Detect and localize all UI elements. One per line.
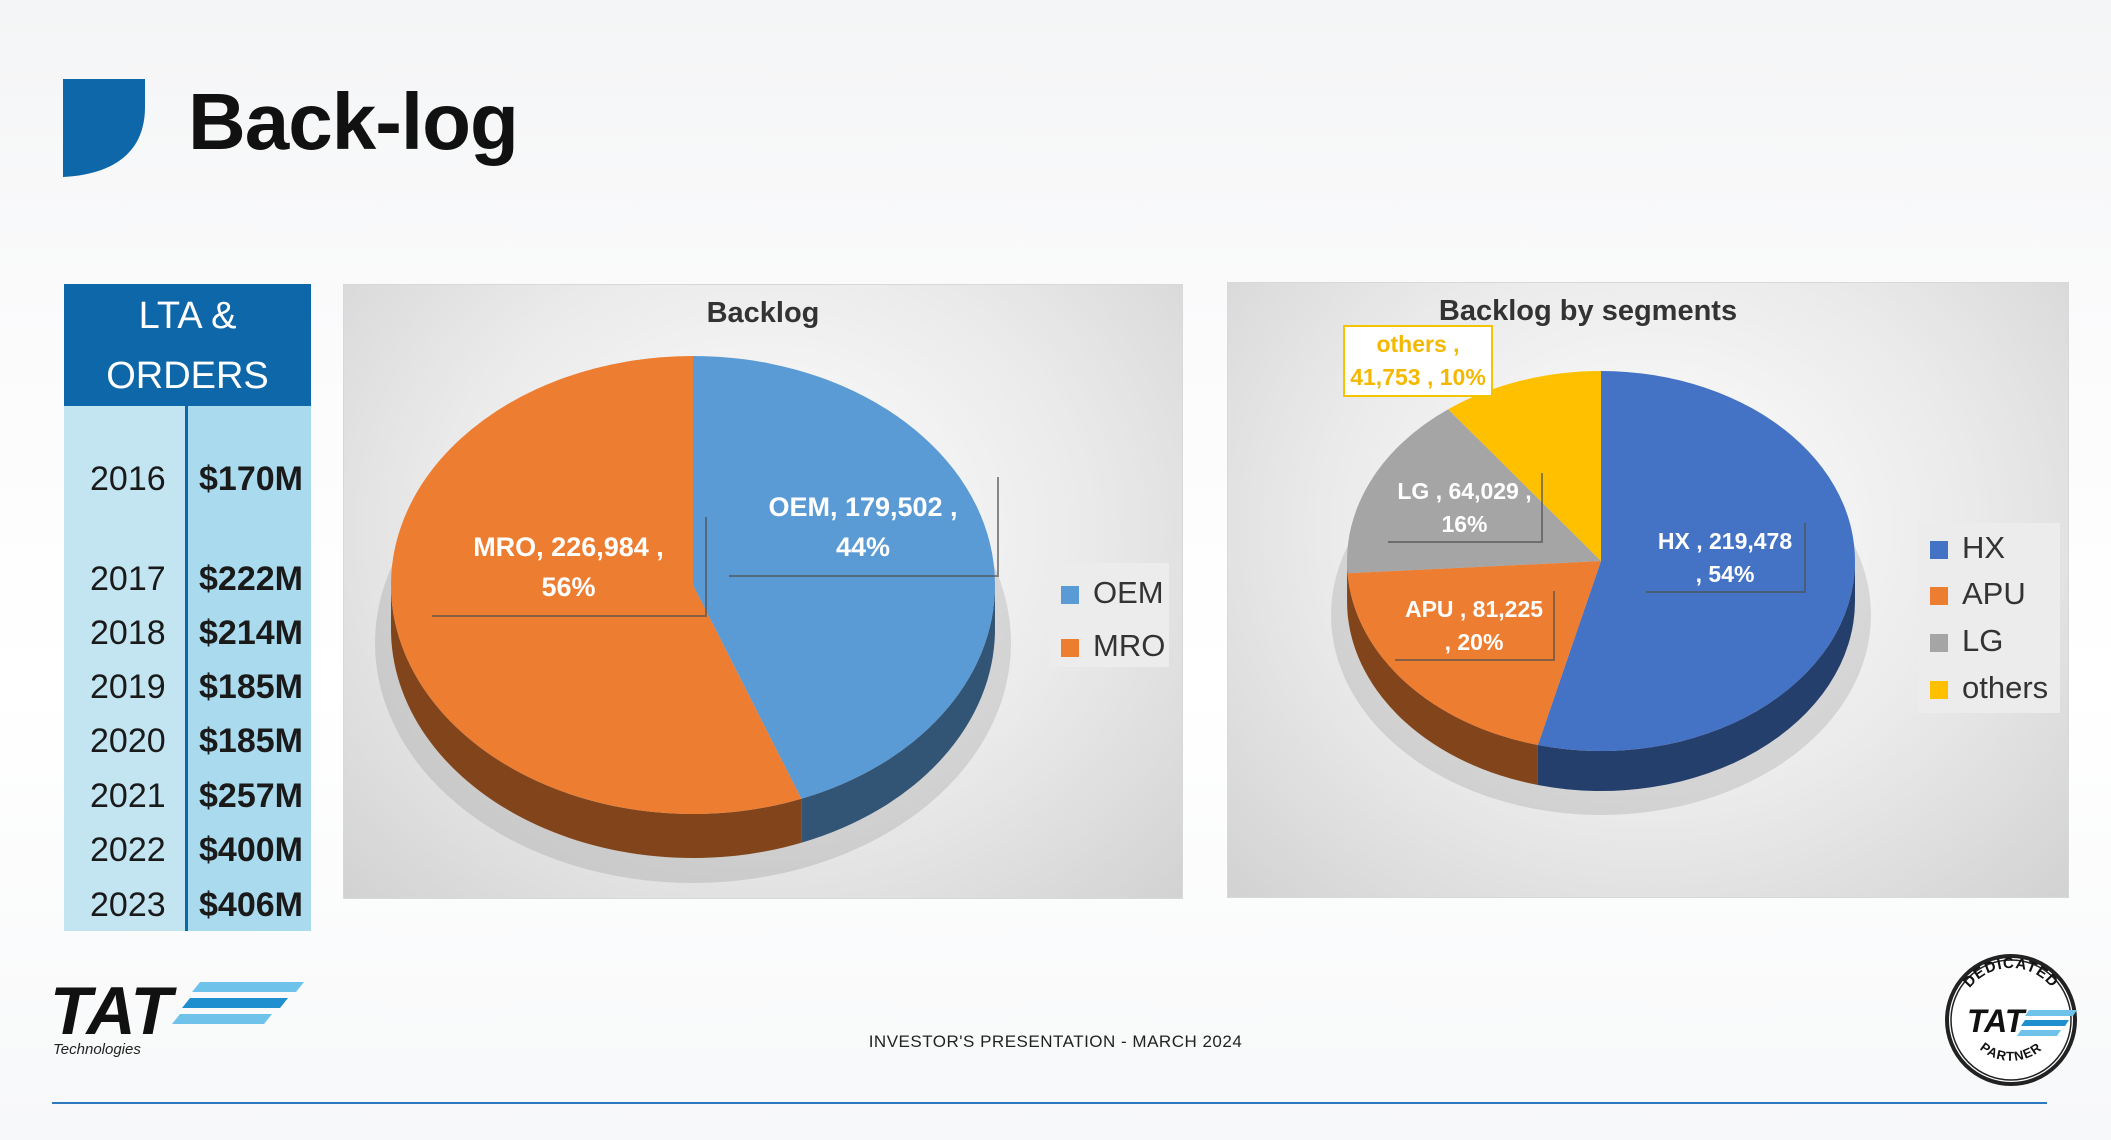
row-year: 2022: [90, 831, 166, 869]
legend-swatch: [1930, 541, 1948, 559]
row-value: $170M: [199, 460, 303, 498]
row-value: $400M: [199, 831, 303, 869]
data-label-lg: LG , 64,029 , 16%: [1388, 473, 1543, 543]
data-label-lg-line2: 16%: [1441, 511, 1488, 537]
legend-label: others: [1962, 670, 2049, 705]
row-value: $406M: [199, 886, 303, 924]
column-divider: [185, 406, 188, 931]
chart-title: Backlog: [706, 297, 820, 329]
table-row: 2021 $257M: [64, 771, 311, 821]
pie-side-hx: [1537, 561, 1855, 791]
logo-stripes-icon: [172, 982, 304, 1024]
legend-swatch: [1930, 681, 1948, 699]
pie-side-oem: [801, 585, 995, 843]
chart-legend: OEM MRO: [1049, 563, 1169, 667]
data-label-mro-line2: 56%: [541, 572, 596, 602]
legend-swatch: [1930, 587, 1948, 605]
row-value: $185M: [199, 722, 303, 760]
legend-label: LG: [1962, 623, 2004, 658]
page-title: Back-log: [188, 77, 519, 166]
pie-slice-apu: [1347, 561, 1601, 746]
badge-mid-text: TAT: [1967, 1003, 2027, 1039]
data-label-hx: HX , 219,478 , 54%: [1646, 523, 1806, 593]
row-value: $214M: [199, 614, 303, 652]
footer-divider: [52, 1102, 2047, 1104]
row-year: 2023: [90, 886, 166, 924]
table-row: 2019 $185M: [64, 662, 311, 712]
table-row: 2016 $170M: [64, 454, 311, 504]
table-row: 2023 $406M: [64, 880, 311, 930]
pie-side-lg: [1347, 561, 1348, 614]
value-column-bg: [188, 406, 311, 931]
footer-caption: INVESTOR'S PRESENTATION - MARCH 2024: [868, 1032, 1243, 1051]
table-header-line-1: LTA &: [138, 295, 237, 337]
data-label-others-line2: 41,753 , 10%: [1350, 364, 1486, 390]
backlog-pie: [375, 356, 1011, 883]
legend-swatch: [1930, 634, 1948, 652]
pie-slice-mro: [390, 356, 802, 815]
tat-logo: TAT: [50, 976, 304, 1049]
table-row: 2022 $400M: [64, 825, 311, 875]
pie-slice-oem: [693, 356, 995, 799]
table-header-line-2: ORDERS: [106, 355, 269, 397]
logo-text: TAT: [50, 976, 178, 1049]
table-row: 2020 $185M: [64, 716, 311, 766]
legend-label: MRO: [1093, 628, 1166, 663]
legend-swatch: [1061, 639, 1079, 657]
data-label-others: others , 41,753 , 10%: [1343, 325, 1493, 397]
data-label-lg-line1: LG , 64,029 ,: [1397, 478, 1532, 504]
pie-side-apu: [1347, 573, 1538, 786]
legend-label: APU: [1962, 576, 2026, 611]
data-label-hx-line2: , 54%: [1695, 561, 1755, 587]
dedicated-partner-badge-icon: DEDICATED PARTNER TAT: [1945, 954, 2077, 1086]
legend-label: HX: [1962, 530, 2006, 565]
data-label-hx-line1: HX , 219,478: [1657, 528, 1793, 554]
row-year: 2021: [90, 777, 166, 815]
row-year: 2020: [90, 722, 166, 760]
pie-slice-others: [1448, 371, 1601, 561]
data-label-mro-line1: MRO, 226,984 ,: [473, 532, 664, 562]
lta-orders-table: LTA & ORDERS 2016 $170M 2017 $222M 2018 …: [64, 284, 311, 931]
pie-slice-lg: [1347, 409, 1601, 574]
table-row: 2018 $214M: [64, 608, 311, 658]
chart-legend: HX APU LG others: [1918, 523, 2060, 713]
row-value: $257M: [199, 777, 303, 815]
pie-slice-hx: [1537, 371, 1855, 751]
logo-subtitle: Technologies: [53, 1041, 141, 1058]
data-label-oem-line1: OEM, 179,502 ,: [768, 492, 958, 522]
chart-title: Backlog by segments: [1438, 295, 1738, 327]
segments-chart-panel: Backlog by segments HX , 219,478 , 54% A…: [1227, 282, 2069, 898]
row-year: 2018: [90, 614, 166, 652]
legend-swatch: [1061, 586, 1079, 604]
row-year: 2016: [90, 460, 166, 498]
data-label-others-line1: others ,: [1376, 331, 1460, 357]
table-header: LTA & ORDERS: [64, 284, 311, 406]
row-year: 2019: [90, 668, 166, 706]
data-label-mro: MRO, 226,984 , 56%: [432, 517, 707, 617]
data-label-apu-line2: , 20%: [1444, 629, 1504, 655]
data-label-oem: OEM, 179,502 , 44%: [729, 477, 999, 577]
backlog-chart-panel: Backlog OEM, 179,502 , 44% MRO, 226,984 …: [343, 284, 1183, 899]
segments-pie: [1331, 371, 1871, 815]
data-label-oem-line2: 44%: [835, 532, 891, 562]
row-value: $185M: [199, 668, 303, 706]
data-label-apu-line1: APU , 81,225: [1404, 596, 1544, 622]
pie-side-mro: [391, 585, 802, 858]
table-row: 2017 $222M: [64, 554, 311, 604]
data-label-apu: APU , 81,225 , 20%: [1395, 591, 1555, 661]
legend-label: OEM: [1093, 575, 1164, 610]
row-year: 2017: [90, 560, 166, 598]
row-value: $222M: [199, 560, 303, 598]
title-accent-shape: [63, 79, 145, 177]
